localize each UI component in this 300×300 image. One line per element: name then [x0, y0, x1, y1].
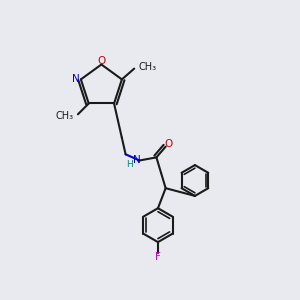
- Text: CH₃: CH₃: [139, 62, 157, 72]
- Text: N: N: [133, 155, 140, 166]
- Text: N: N: [72, 74, 80, 84]
- Text: CH₃: CH₃: [55, 111, 73, 121]
- Text: O: O: [165, 139, 173, 149]
- Text: F: F: [155, 252, 161, 262]
- Text: H: H: [126, 160, 133, 169]
- Text: O: O: [97, 56, 106, 66]
